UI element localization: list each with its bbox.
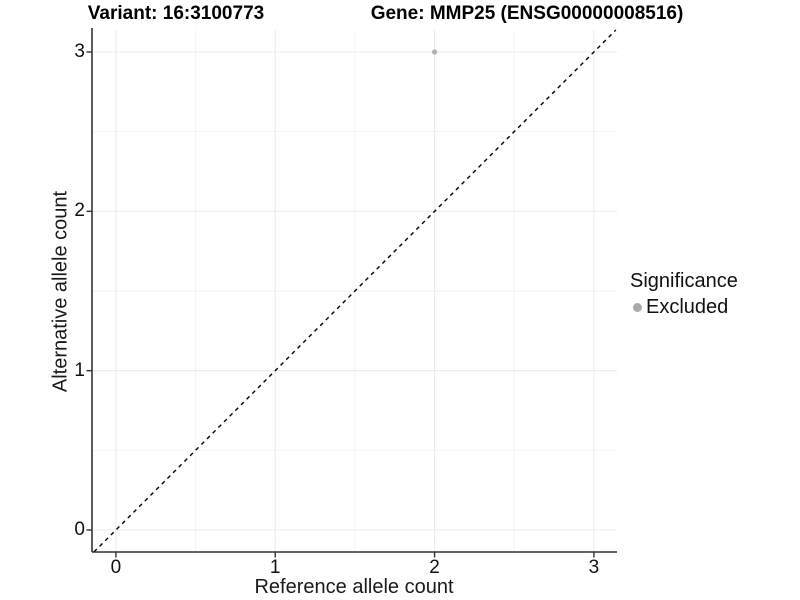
x-tick-label: 3 xyxy=(588,557,600,578)
y-tick-label: 2 xyxy=(74,200,85,222)
plot-title-gene: Gene: MMP25 (ENSG00000008516) xyxy=(370,3,684,24)
identity-line xyxy=(93,29,617,553)
y-tick-label: 3 xyxy=(74,40,85,62)
legend-title: Significance xyxy=(630,270,738,292)
plot-title-variant: Variant: 16:3100773 xyxy=(87,3,265,24)
legend-item-excluded: Excluded xyxy=(633,296,738,319)
x-tick-label: 1 xyxy=(269,557,281,578)
legend: Significance Excluded xyxy=(630,270,738,319)
legend-point-icon xyxy=(633,303,642,312)
y-tick-label: 1 xyxy=(74,359,85,381)
legend-item-label: Excluded xyxy=(646,296,729,318)
x-tick-label: 2 xyxy=(429,557,440,578)
x-axis-title: Reference allele count xyxy=(254,576,454,598)
y-tick-label: 0 xyxy=(74,519,85,540)
y-axis-title: Alternative allele count xyxy=(49,190,72,393)
x-tick-label: 0 xyxy=(110,557,122,578)
data-point xyxy=(431,49,438,55)
